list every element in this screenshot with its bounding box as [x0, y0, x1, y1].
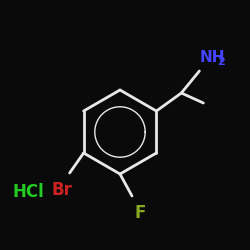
Text: 2: 2	[217, 57, 225, 67]
Text: HCl: HCl	[12, 183, 44, 201]
Text: NH: NH	[199, 50, 225, 65]
Text: Br: Br	[52, 181, 72, 199]
Text: F: F	[134, 204, 145, 222]
